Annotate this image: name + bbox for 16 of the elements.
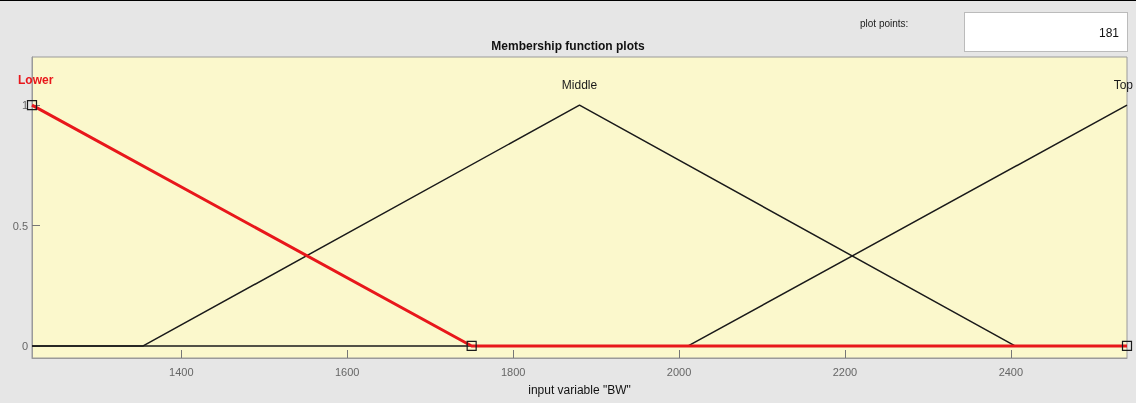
x-tick-label: 1600 [334,365,360,378]
x-tick-label: 2000 [666,365,692,378]
x-tick-label: 2200 [832,365,858,378]
text: plot points: [860,18,909,29]
text-field: 181 [964,12,1128,52]
series-label: Lower [18,73,54,88]
x-tick-label: 2400 [998,365,1024,378]
x-axis-title: input variable "BW" [528,383,631,397]
x-tick-label: 1800 [500,365,526,378]
y-tick-label: 0 [21,339,28,352]
y-tick-label: 0.5 [12,219,28,232]
series-label: Middle [561,78,598,93]
y-tick-label: 1 [21,99,28,112]
chart-title: Membership function plots [491,39,645,53]
x-tick-label: 1400 [169,365,194,378]
series-label: Top [1113,78,1134,93]
